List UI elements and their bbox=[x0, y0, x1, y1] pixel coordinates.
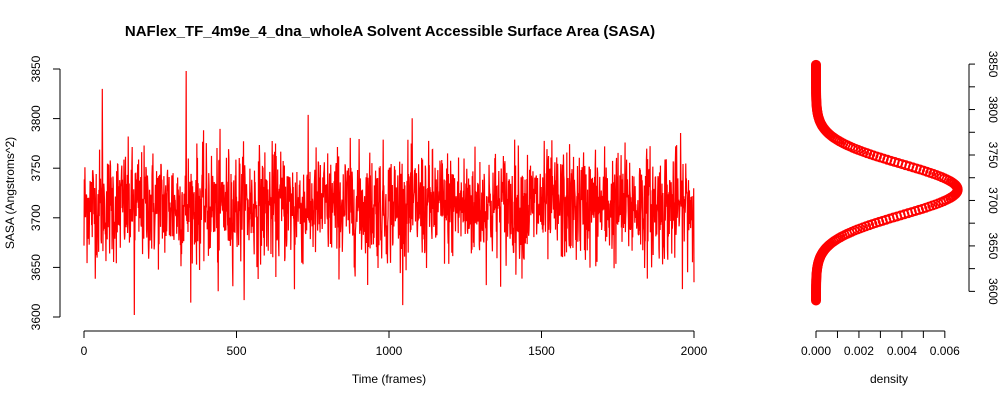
density-y-tick-label: 3650 bbox=[986, 233, 1000, 260]
density-y-axis: 3600 3650 3700 3750 3800 3850 bbox=[968, 51, 1000, 305]
y-tick-label: 3850 bbox=[29, 55, 43, 82]
sasa-series-line bbox=[83, 70, 695, 316]
density-y-tick-label: 3750 bbox=[986, 142, 1000, 169]
x-axis-label: Time (frames) bbox=[352, 372, 426, 386]
x-tick-label: 500 bbox=[226, 344, 246, 358]
time-series-x-axis: 0 500 1000 1500 2000 bbox=[81, 330, 708, 358]
x-tick-label: 0 bbox=[81, 344, 88, 358]
x-tick-label: 2000 bbox=[681, 344, 708, 358]
density-y-tick-label: 3800 bbox=[986, 96, 1000, 123]
y-tick-label: 3700 bbox=[29, 204, 43, 231]
density-y-tick-label: 3600 bbox=[986, 278, 1000, 305]
y-tick-label: 3800 bbox=[29, 105, 43, 132]
density-curve bbox=[810, 59, 963, 306]
time-series-y-axis: 3600 3650 3700 3750 3800 3850 bbox=[29, 55, 61, 330]
density-y-tick-label: 3850 bbox=[986, 51, 1000, 78]
density-x-tick-label: 0.006 bbox=[930, 344, 960, 358]
density-point bbox=[810, 59, 821, 70]
density-panel: 0.000 0.002 0.004 0.006 3600 3650 3700 3750 380… bbox=[801, 51, 1000, 386]
x-tick-label: 1500 bbox=[528, 344, 555, 358]
density-x-tick-label: 0.000 bbox=[801, 344, 831, 358]
density-x-tick-label: 0.004 bbox=[887, 344, 917, 358]
y-tick-label: 3600 bbox=[29, 303, 43, 330]
chart-title: NAFlex_TF_4m9e_4_dna_wholeA Solvent Acce… bbox=[125, 23, 655, 40]
density-y-tick-label: 3700 bbox=[986, 187, 1000, 214]
density-x-tick-label: 0.002 bbox=[844, 344, 874, 358]
x-tick-label: 1000 bbox=[376, 344, 403, 358]
density-x-axis-label: density bbox=[870, 372, 908, 386]
density-x-axis: 0.000 0.002 0.004 0.006 bbox=[801, 330, 960, 358]
time-series-panel: 3600 3650 3700 3750 3800 3850 0 500 1000 1500 200… bbox=[3, 55, 708, 386]
y-axis-label: SASA (Angstroms^2) bbox=[3, 137, 17, 249]
y-tick-label: 3750 bbox=[29, 155, 43, 182]
y-tick-label: 3650 bbox=[29, 254, 43, 281]
